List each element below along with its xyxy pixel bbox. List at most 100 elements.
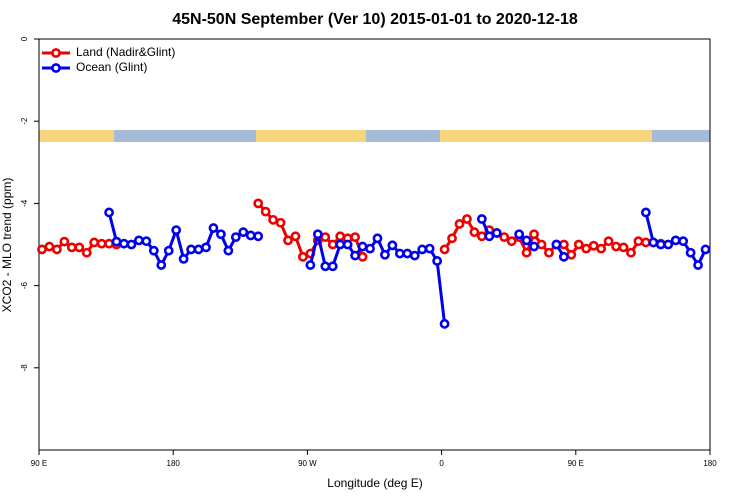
data-point [387, 240, 398, 251]
data-point [663, 239, 674, 250]
data-point [424, 243, 435, 254]
data-point [626, 247, 636, 258]
data-point [588, 240, 599, 251]
data-point [119, 238, 129, 249]
data-point [350, 232, 361, 243]
x-tick-label: 90 E [568, 459, 584, 468]
data-point [678, 236, 689, 247]
y-tick-label: -6 [20, 281, 29, 289]
data-point [596, 243, 607, 254]
data-point [148, 245, 159, 256]
legend-label: Land (Nadir&Glint) [76, 45, 175, 59]
data-point [633, 236, 644, 247]
data-point [223, 245, 234, 256]
data-point [208, 223, 219, 233]
data-point [74, 242, 85, 253]
data-point [156, 260, 167, 270]
data-point [51, 244, 62, 255]
data-point [238, 227, 249, 238]
data-point [491, 228, 502, 238]
data-point [350, 250, 361, 261]
chart-title: 45N-50N September (Ver 10) 2015-01-01 to… [172, 11, 578, 28]
data-point [469, 227, 480, 238]
data-point [372, 233, 383, 244]
data-point [327, 261, 338, 272]
legend-label: Ocean (Glint) [76, 60, 147, 74]
y-tick-label: -4 [20, 199, 29, 207]
data-point [275, 217, 286, 228]
y-axis-label: XCO2 - MLO trend (ppm) [0, 178, 14, 313]
data-point [506, 236, 517, 247]
data-point [670, 235, 681, 246]
data-point [126, 239, 137, 250]
legend-marker [51, 48, 61, 58]
data-point [551, 239, 562, 250]
data-point [380, 249, 390, 260]
data-point [283, 235, 293, 246]
data-point [96, 238, 107, 249]
data-point [89, 237, 100, 248]
data-point [521, 247, 532, 258]
data-point [536, 239, 547, 250]
data-point [253, 198, 264, 209]
data-point [618, 242, 629, 253]
data-point [320, 232, 331, 243]
data-point [44, 241, 55, 252]
data-point [230, 232, 241, 243]
y-tick-label: -8 [20, 364, 29, 372]
data-point [104, 238, 114, 249]
data-point [476, 214, 487, 224]
data-point [335, 239, 346, 250]
data-point [521, 235, 532, 246]
data-point [439, 244, 450, 255]
data-point [640, 207, 651, 218]
data-point [298, 251, 308, 262]
data-point [163, 245, 174, 256]
x-tick-label: 90 W [298, 459, 317, 468]
data-point [529, 241, 539, 252]
data-point [640, 237, 651, 248]
data-point [484, 231, 495, 242]
x-axis-label: Longitude (deg E) [327, 476, 422, 490]
x-tick-label: 90 E [31, 459, 47, 468]
data-point [260, 206, 271, 217]
map-strip [39, 130, 710, 142]
data-point [655, 239, 666, 250]
data-point [312, 229, 323, 240]
data-point [648, 237, 659, 248]
x-tick-label: 180 [167, 459, 181, 468]
data-point [476, 231, 487, 242]
data-point [514, 229, 525, 240]
data-point [104, 207, 114, 218]
data-point [402, 248, 413, 259]
data-point [335, 231, 346, 242]
data-point [581, 243, 592, 254]
data-point [66, 242, 77, 253]
data-point [566, 249, 577, 260]
data-point [320, 261, 331, 272]
data-point [432, 256, 443, 266]
data-point [417, 244, 428, 255]
data-point [499, 232, 510, 243]
data-point [178, 253, 189, 264]
data-point [529, 229, 539, 240]
data-point [544, 247, 554, 258]
data-point [216, 229, 226, 240]
y-tick-label: 0 [20, 36, 29, 41]
y-tick-label: -2 [20, 117, 29, 125]
data-point [700, 244, 711, 255]
legend-marker [51, 63, 61, 73]
data-point [365, 243, 375, 254]
data-point [454, 219, 465, 229]
data-point [573, 239, 584, 250]
plot-frame [38, 38, 711, 451]
x-tick-label: 0 [439, 459, 444, 468]
data-point [357, 241, 368, 252]
data-point [603, 236, 614, 247]
data-point [134, 235, 144, 246]
data-point [201, 242, 211, 253]
data-point [447, 233, 457, 244]
data-point [268, 214, 279, 225]
data-point [394, 248, 405, 259]
data-point [193, 244, 204, 255]
